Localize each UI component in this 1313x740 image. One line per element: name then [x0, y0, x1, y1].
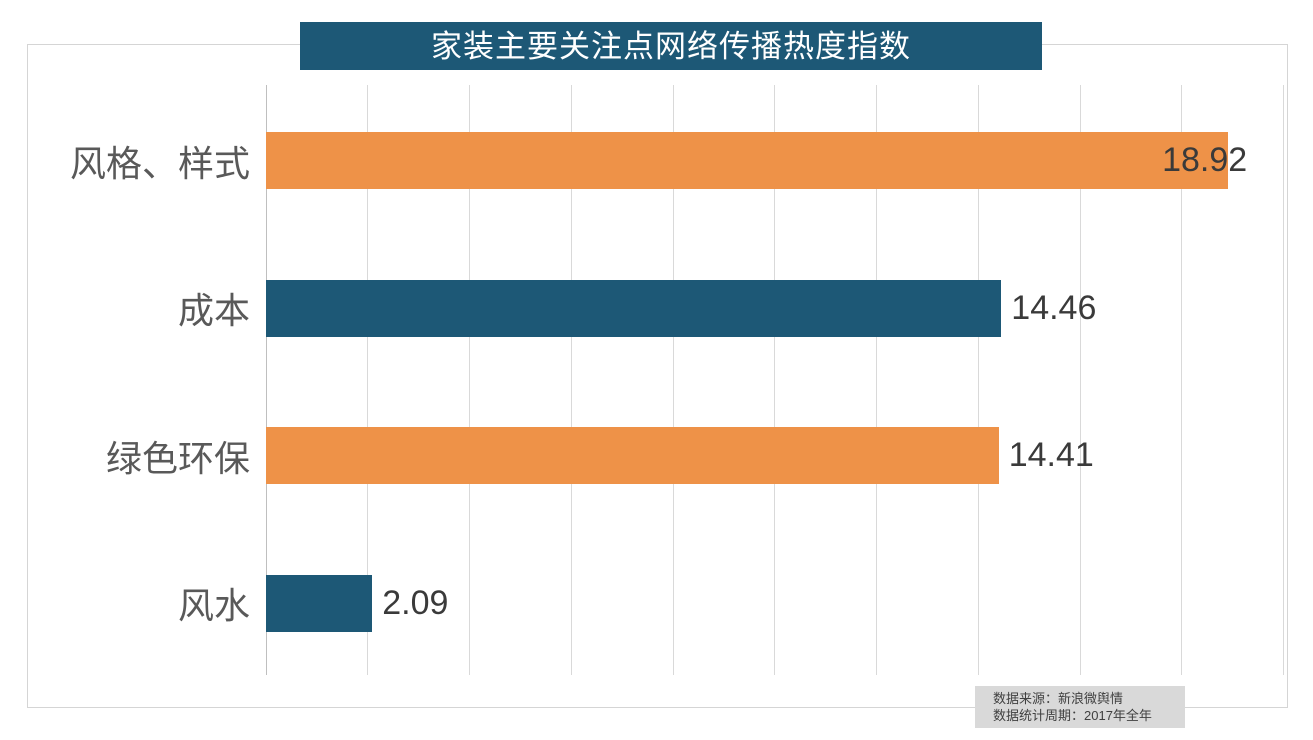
gridline-6 — [876, 85, 877, 675]
category-label-1: 成本 — [177, 290, 250, 331]
category-label-0: 风格、样式 — [69, 142, 250, 184]
category-label-3: 风水 — [177, 585, 250, 626]
bar-0[interactable] — [266, 132, 1229, 189]
gridline-3 — [571, 85, 572, 675]
category-axis: 风格、样式 成本 绿色环保 风水 — [0, 85, 250, 675]
gridline-10 — [1283, 85, 1284, 675]
value-axis-line — [266, 85, 267, 675]
gridline-5 — [774, 85, 775, 675]
data-source-line: 数据来源：新浪微舆情 — [993, 691, 1124, 706]
gridline-2 — [469, 85, 470, 675]
gridline-8 — [1080, 85, 1081, 675]
plot-area: 18.92 14.46 14.41 2.09 — [266, 85, 1284, 676]
bar-value-label-3: 2.09 — [382, 583, 449, 622]
bar-row: 18.92 — [266, 85, 1283, 233]
bar-row: 14.46 — [266, 233, 1283, 381]
bar-value-label-1: 14.46 — [1011, 288, 1097, 327]
category-label-2: 绿色环保 — [105, 437, 250, 479]
page-title: 家装主要关注点网络传播热度指数 — [431, 28, 911, 64]
gridline-1 — [367, 85, 368, 675]
bar-3[interactable] — [266, 574, 373, 632]
footer-note: 数据来源：新浪微舆情 数据统计周期：2017年全年 — [975, 686, 1185, 728]
data-period-line: 数据统计周期：2017年全年 — [993, 708, 1152, 723]
gridline-4 — [673, 85, 674, 675]
bar-row: 14.41 — [266, 380, 1283, 528]
chart-title-banner: 家装主要关注点网络传播热度指数 — [300, 22, 1042, 70]
bar-1[interactable] — [266, 279, 1002, 337]
bar-value-label-0: 18.92 — [1162, 141, 1248, 179]
gridline-7 — [978, 85, 979, 675]
bar-row: 2.09 — [266, 528, 1283, 676]
bar-2[interactable] — [266, 427, 999, 484]
gridline-9 — [1181, 85, 1182, 675]
bar-value-label-2: 14.41 — [1008, 436, 1094, 474]
